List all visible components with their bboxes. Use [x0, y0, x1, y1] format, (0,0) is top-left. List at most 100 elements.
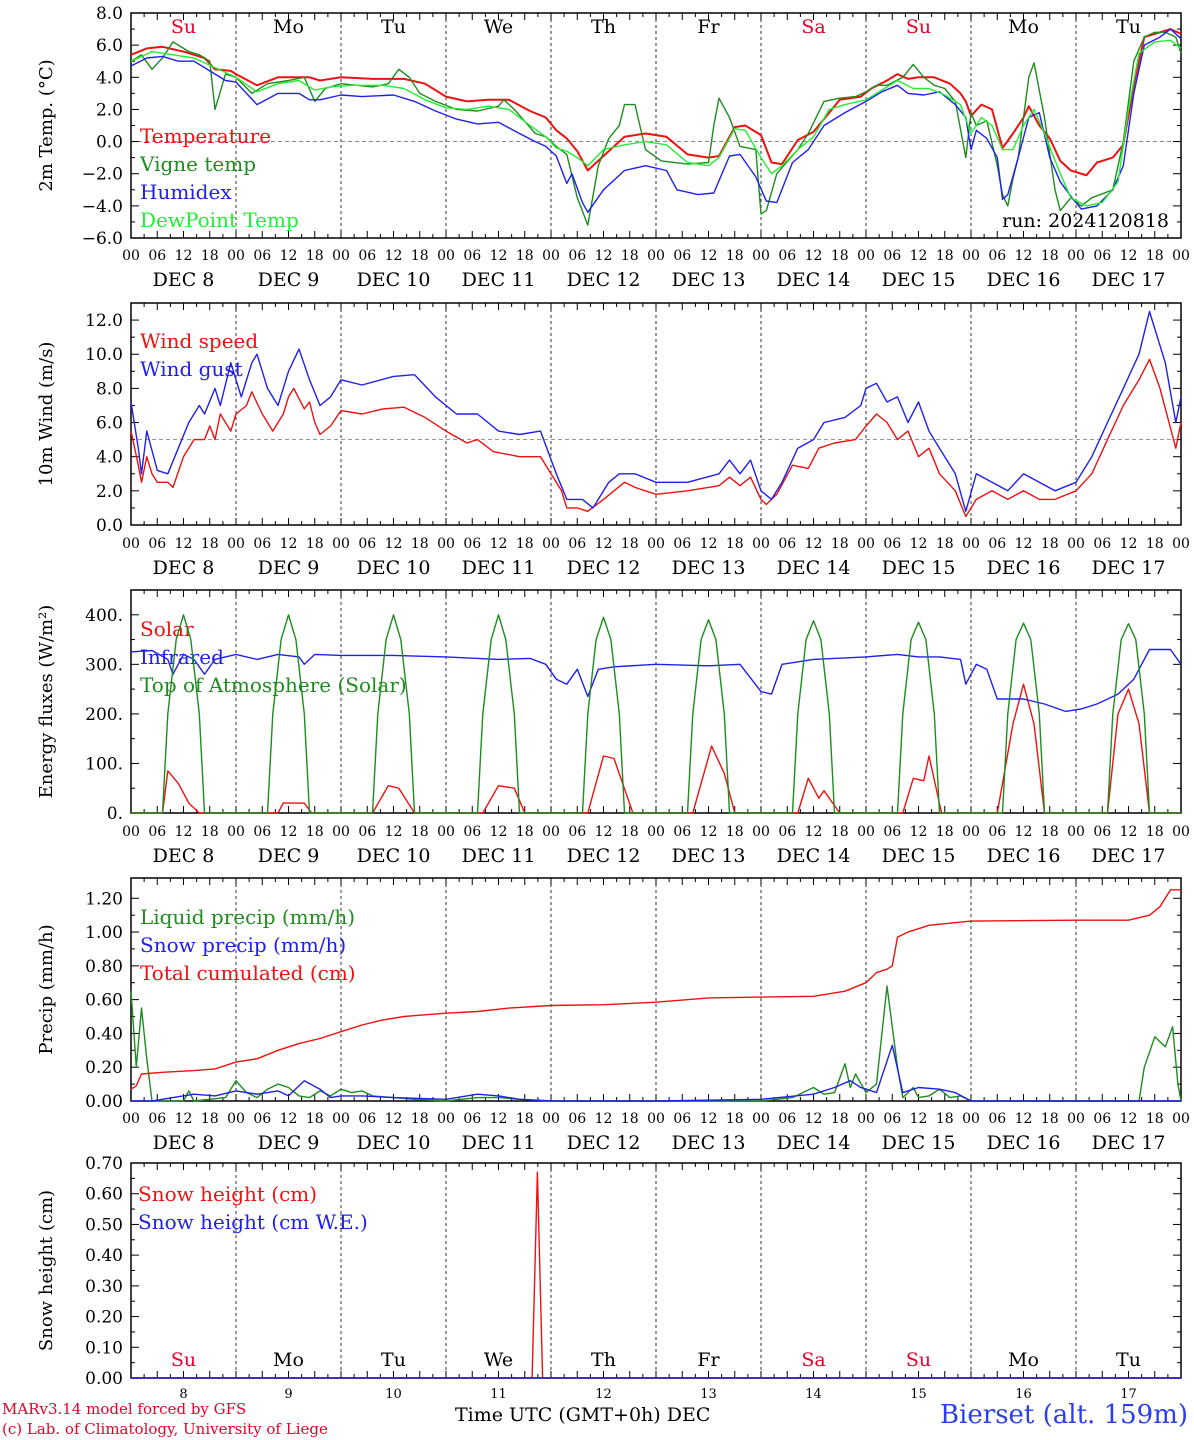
hour-label: 06 — [778, 824, 796, 840]
hour-label: 06 — [778, 248, 796, 264]
hour-label: 06 — [673, 248, 691, 264]
hour-label: 12 — [385, 536, 403, 552]
date-label: DEC 15 — [882, 845, 956, 867]
hour-label: 00 — [1172, 248, 1190, 264]
day-number-label: 16 — [1015, 1387, 1032, 1402]
hour-label: 00 — [437, 824, 455, 840]
hour-label: 12 — [595, 248, 613, 264]
weekday-label: Mo — [273, 16, 304, 38]
hour-label: 12 — [385, 824, 403, 840]
hour-label: 00 — [647, 536, 665, 552]
legend-entry: Vigne temp — [139, 152, 256, 176]
series-line-snow-precip-mm-h- — [131, 1044, 1181, 1102]
hour-label: 00 — [962, 248, 980, 264]
hour-label: 12 — [1015, 536, 1033, 552]
series-line-wind-speed — [130, 358, 1182, 518]
hour-label: 12 — [1120, 248, 1138, 264]
hour-label: 18 — [1041, 824, 1059, 840]
hour-label: 18 — [306, 248, 324, 264]
hour-label: 06 — [673, 536, 691, 552]
day-number-label: 14 — [805, 1387, 822, 1402]
y-tick-label: 0.70 — [85, 1154, 123, 1174]
hour-label: 00 — [1172, 536, 1190, 552]
date-label: DEC 8 — [153, 269, 215, 291]
date-label: DEC 12 — [567, 1132, 641, 1154]
y-tick-label: −4.0 — [82, 197, 123, 217]
date-label: DEC 12 — [567, 557, 641, 579]
series-line-wind-gust — [130, 310, 1182, 512]
y-axis-label: Energy fluxes (W/m²) — [36, 605, 57, 799]
y-axis-label: 10m Wind (m/s) — [36, 342, 57, 487]
date-label: DEC 17 — [1092, 845, 1166, 867]
hour-label: 12 — [805, 536, 823, 552]
hour-label: 06 — [463, 248, 481, 264]
weekday-label: Mo — [1008, 1349, 1039, 1371]
day-number-label: 9 — [284, 1387, 292, 1402]
date-label: DEC 15 — [882, 1132, 956, 1154]
hour-label: 12 — [700, 824, 718, 840]
hour-label: 00 — [1172, 1111, 1190, 1127]
day-number-label: 13 — [700, 1387, 717, 1402]
date-label: DEC 10 — [357, 269, 431, 291]
weekday-label: Tu — [1116, 16, 1141, 38]
date-label: DEC 13 — [672, 269, 746, 291]
hour-label: 18 — [1146, 1111, 1164, 1127]
y-tick-label: 8.0 — [96, 379, 123, 399]
series-line-temperature — [130, 28, 1182, 177]
date-label: DEC 11 — [462, 1132, 536, 1154]
date-label: DEC 17 — [1092, 557, 1166, 579]
y-axis-label: Precip (mm/h) — [36, 924, 57, 1054]
hour-label: 06 — [253, 1111, 271, 1127]
date-label: DEC 13 — [672, 845, 746, 867]
hour-label: 06 — [463, 1111, 481, 1127]
weekday-label: Sa — [801, 16, 825, 38]
series-line-vigne-temp — [130, 31, 1182, 226]
hour-label: 18 — [516, 536, 534, 552]
time-axis-label: Time UTC (GMT+0h) DEC — [455, 1404, 711, 1426]
date-label: DEC 13 — [672, 557, 746, 579]
hour-label: 12 — [805, 1111, 823, 1127]
hour-label: 06 — [568, 248, 586, 264]
hour-label: 12 — [490, 824, 508, 840]
y-tick-label: 10.0 — [85, 345, 123, 365]
legend-entry: Snow height (cm) — [138, 1182, 317, 1206]
hour-label: 06 — [253, 248, 271, 264]
hour-label: 06 — [253, 536, 271, 552]
date-label: DEC 10 — [357, 557, 431, 579]
weekday-label: Tu — [381, 1349, 406, 1371]
hour-label: 18 — [411, 248, 429, 264]
hour-label: 00 — [437, 248, 455, 264]
day-number-label: 11 — [490, 1387, 507, 1402]
weekday-label: Su — [906, 16, 931, 38]
hour-label: 18 — [621, 536, 639, 552]
hour-label: 12 — [175, 824, 193, 840]
legend-entry: Infrared — [140, 645, 224, 669]
hour-label: 06 — [883, 248, 901, 264]
weekday-label: Su — [171, 1349, 196, 1371]
weekday-label: Su — [906, 1349, 931, 1371]
hour-label: 00 — [962, 1111, 980, 1127]
hour-label: 18 — [201, 1111, 219, 1127]
hour-label: 18 — [411, 1111, 429, 1127]
hour-label: 00 — [122, 1111, 140, 1127]
y-tick-label: 0.60 — [85, 991, 123, 1011]
y-tick-label: 2.0 — [96, 100, 123, 120]
date-label: DEC 12 — [567, 845, 641, 867]
hour-label: 06 — [148, 248, 166, 264]
hour-label: 18 — [306, 536, 324, 552]
hour-label: 12 — [1120, 536, 1138, 552]
hour-label: 18 — [936, 536, 954, 552]
hour-label: 18 — [411, 824, 429, 840]
hour-label: 06 — [568, 536, 586, 552]
hour-label: 12 — [490, 536, 508, 552]
hour-label: 00 — [437, 536, 455, 552]
hour-label: 18 — [831, 536, 849, 552]
hour-label: 18 — [516, 824, 534, 840]
hour-label: 00 — [752, 824, 770, 840]
day-number-label: 8 — [179, 1387, 187, 1402]
date-label: DEC 9 — [258, 269, 320, 291]
weekday-label: Th — [591, 1349, 616, 1371]
date-label: DEC 16 — [987, 845, 1061, 867]
y-tick-label: 1.00 — [85, 923, 123, 943]
